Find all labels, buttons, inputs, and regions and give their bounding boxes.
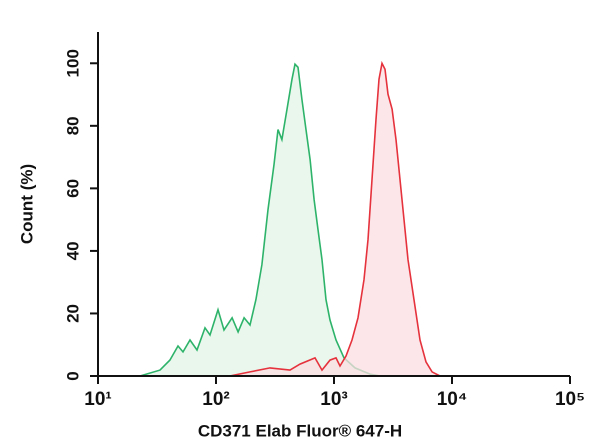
x-tick-label: 10²	[202, 389, 229, 410]
y-axis-label: Count (%)	[17, 164, 36, 244]
x-tick-label: 10⁵	[555, 389, 585, 410]
y-tick-label: 40	[63, 241, 82, 260]
x-axis-label: CD371 Elab Fluor® 647-H	[198, 421, 402, 440]
y-tick-label: 80	[63, 116, 82, 135]
y-tick-label: 20	[63, 304, 82, 323]
x-tick-label: 10⁴	[437, 389, 468, 410]
y-tick-label: 100	[63, 49, 82, 77]
y-tick-label: 0	[63, 371, 82, 380]
x-tick-label: 10¹	[84, 389, 111, 410]
x-tick-label: 10³	[320, 389, 347, 410]
y-tick-label: 60	[63, 179, 82, 198]
histogram-area	[229, 60, 441, 377]
histogram-area	[139, 62, 381, 377]
